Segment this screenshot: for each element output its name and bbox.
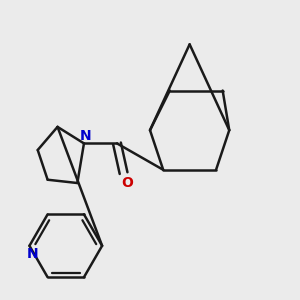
Text: O: O [121, 176, 133, 190]
Text: N: N [80, 129, 92, 143]
Text: N: N [27, 247, 39, 261]
